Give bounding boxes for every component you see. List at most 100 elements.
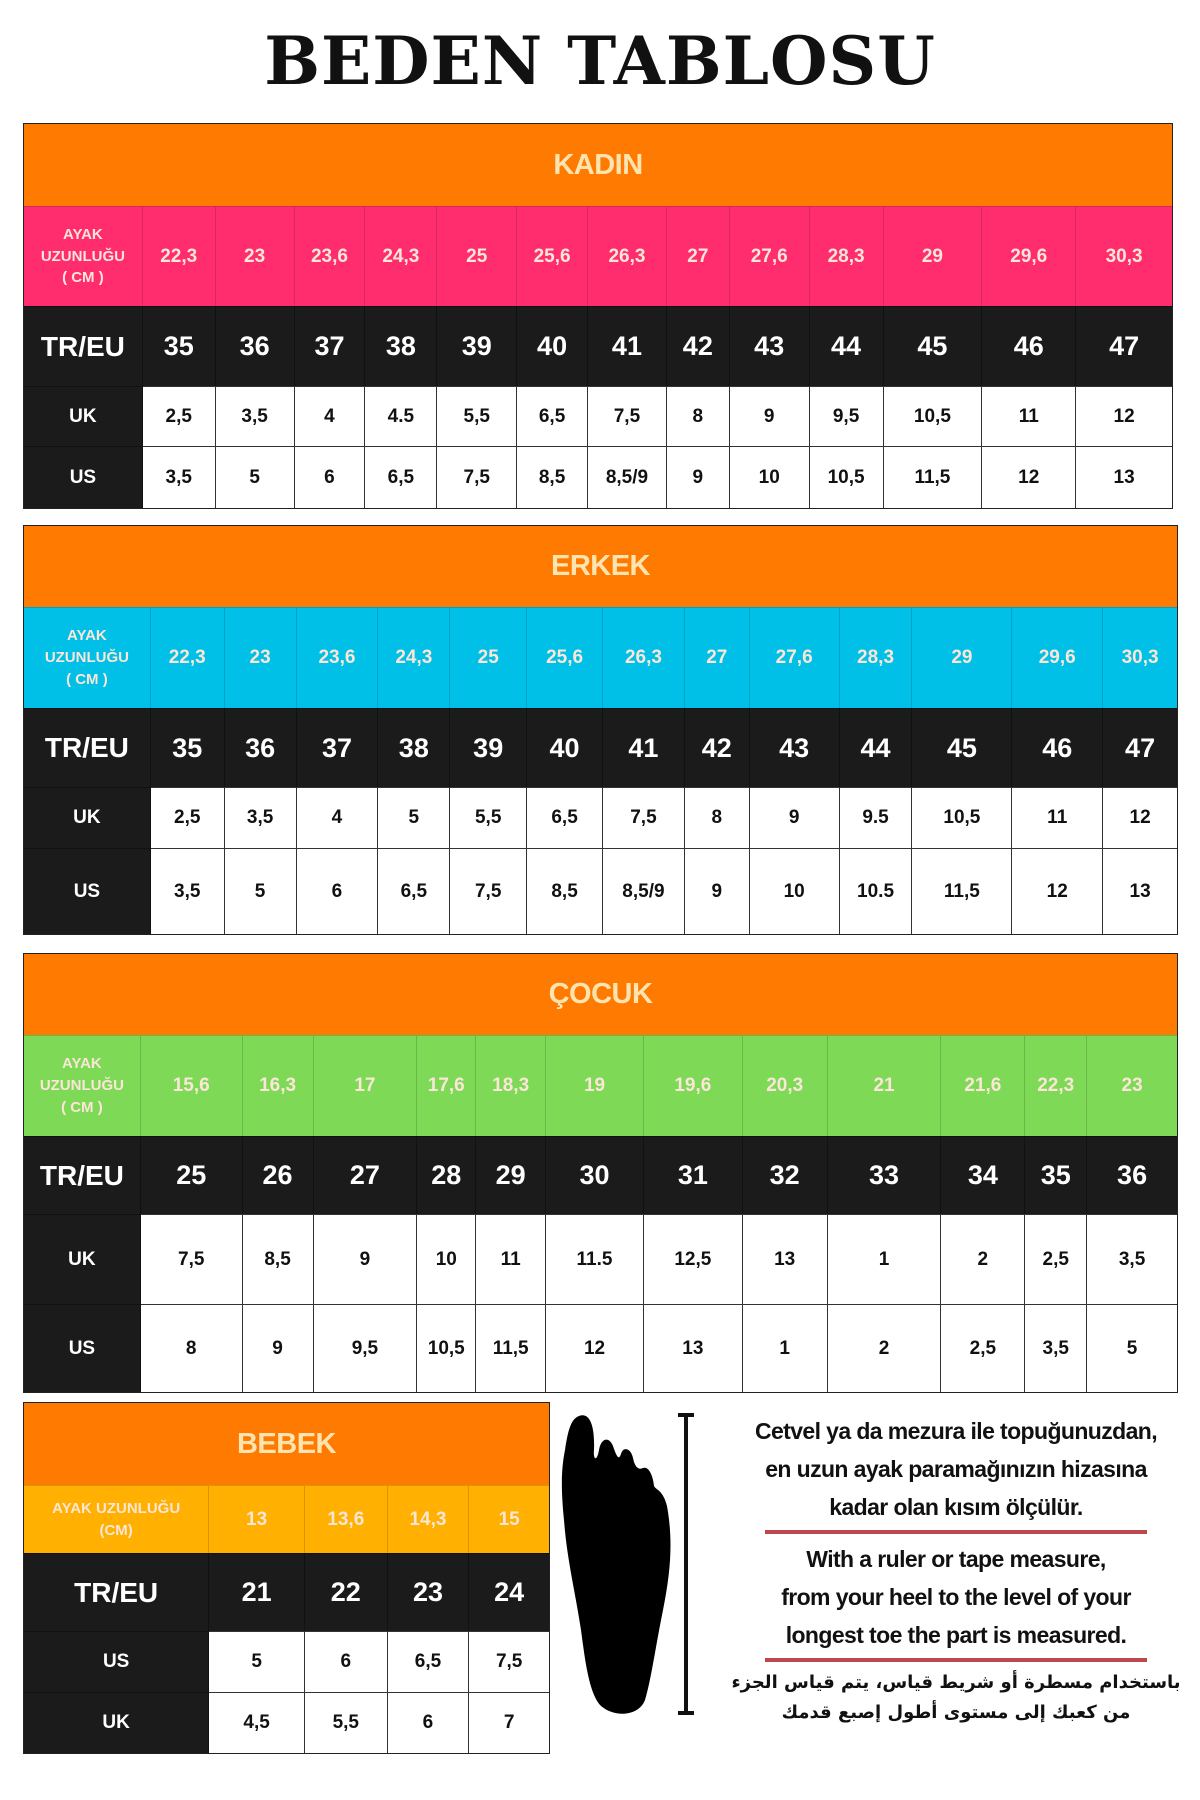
instruction-ar-line: باستخدام مسطرة أو شريط قياس، يتم قياس ال… — [731, 1672, 1181, 1693]
size-cell: 8 — [666, 386, 730, 446]
size-cell: 11,5 — [883, 446, 983, 508]
size-cell: 18,3 — [476, 1035, 547, 1136]
size-cell: 11 — [1012, 787, 1104, 848]
section-header: KADIN — [24, 124, 1172, 206]
size-cell: 11 — [476, 1214, 547, 1304]
size-cell: 8,5 — [517, 446, 589, 508]
size-cell: 12 — [982, 446, 1077, 508]
row-label: AYAK UZUNLUĞU (CM) — [24, 1485, 210, 1553]
size-cell: 7,5 — [450, 848, 528, 934]
instruction-ar-line: من كعبك إلى مستوى أطول إصبع قدمك — [781, 1702, 1131, 1723]
size-cell: 40 — [527, 708, 603, 787]
size-cell: 23 — [387, 1553, 470, 1631]
row-label: US — [24, 848, 151, 934]
size-cell: 26,3 — [603, 607, 685, 708]
size-cell: 27,6 — [729, 206, 810, 306]
table-row: UK 2,5 3,5 4 4.5 5,5 6,5 7,5 8 9 9,5 10,5 11 12 — [24, 386, 1172, 446]
table-row: AYAK UZUNLUĞU ( CM ) 22,3 23 23,6 24,3 25 25,6… — [24, 206, 1172, 306]
size-cell: 10,5 — [912, 787, 1013, 848]
instruction-tr-line: en uzun ayak paramağınızın hizasına — [765, 1456, 1147, 1482]
size-cell: 6,5 — [378, 848, 451, 934]
size-cell: 8 — [140, 1304, 243, 1392]
size-cell: 6 — [296, 848, 379, 934]
table-row: AYAK UZUNLUĞU ( CM ) 15,6 16,3 17 17,6 18,3 19… — [24, 1035, 1177, 1136]
section-header: BEBEK — [24, 1403, 549, 1485]
size-cell: 17 — [313, 1035, 418, 1136]
size-cell: 29 — [912, 607, 1013, 708]
size-cell: 5,5 — [304, 1692, 388, 1753]
size-cell: 29 — [476, 1136, 547, 1214]
size-cell: 11.5 — [546, 1214, 644, 1304]
size-cell: 5 — [378, 787, 451, 848]
size-cell: 9,5 — [313, 1304, 418, 1392]
size-cell: 23 — [224, 607, 297, 708]
size-cell: 23,6 — [296, 607, 379, 708]
instruction-en-line: With a ruler or tape measure, — [806, 1546, 1106, 1572]
size-table-kadin: KADIN AYAK UZUNLUĞU ( CM ) 22,3 23 23,6 24,3 2… — [23, 123, 1173, 509]
size-cell: 3,5 — [1087, 1214, 1177, 1304]
size-cell: 44 — [809, 306, 884, 386]
size-cell: 6 — [294, 446, 366, 508]
size-cell: 11,5 — [912, 848, 1013, 934]
section-header: ERKEK — [24, 526, 1177, 607]
table-row: AYAK UZUNLUĞU ( CM ) 22,3 23 23,6 24,3 25 25,6… — [24, 607, 1178, 708]
row-label: US — [24, 446, 143, 508]
size-cell: 23 — [215, 206, 295, 306]
divider — [765, 1530, 1147, 1534]
size-cell: 4.5 — [365, 386, 438, 446]
size-cell: 35 — [142, 306, 216, 386]
size-cell: 9 — [666, 446, 730, 508]
table-row: UK 4,5 5,5 6 7 — [24, 1692, 549, 1753]
size-cell: 2 — [827, 1304, 942, 1392]
size-cell: 25 — [450, 607, 528, 708]
instruction-ar: باستخدام مسطرة أو شريط قياس، يتم قياس ال… — [730, 1668, 1182, 1728]
table-row: UK 7,5 8,5 9 10 11 11.5 12,5 13 1 2 2,5 3,5 — [24, 1214, 1177, 1304]
size-cell: 11 — [982, 386, 1077, 446]
size-cell: 24,3 — [378, 607, 451, 708]
size-cell: 34 — [941, 1136, 1026, 1214]
size-cell: 21 — [209, 1553, 305, 1631]
size-cell: 4 — [296, 787, 379, 848]
size-cell: 11,5 — [476, 1304, 547, 1392]
size-cell: 26,3 — [588, 206, 667, 306]
size-cell: 28,3 — [839, 607, 913, 708]
size-cell: 12,5 — [643, 1214, 743, 1304]
size-cell: 7,5 — [140, 1214, 243, 1304]
row-label: TR/EU — [24, 1136, 141, 1214]
size-cell: 47 — [1103, 708, 1178, 787]
size-cell: 39 — [437, 306, 518, 386]
size-cell: 28,3 — [809, 206, 884, 306]
row-label: AYAK UZUNLUĞU ( CM ) — [24, 1035, 141, 1136]
size-cell: 29,6 — [982, 206, 1077, 306]
table-row: TR/EU 21 22 23 24 — [24, 1553, 549, 1631]
table-row: TR/EU 35 36 37 38 39 40 41 42 43 44 45 46 47 — [24, 708, 1178, 787]
size-cell: 9 — [313, 1214, 418, 1304]
row-label: AYAK UZUNLUĞU ( CM ) — [24, 607, 151, 708]
row-label: US — [24, 1631, 210, 1692]
instruction-en-line: longest toe the part is measured. — [785, 1622, 1127, 1648]
size-table-bebek: BEBEK AYAK UZUNLUĞU (CM) 13 13,6 14,3 15 TR/EU… — [23, 1402, 550, 1754]
size-cell: 37 — [296, 708, 379, 787]
size-cell: 42 — [684, 708, 750, 787]
size-cell: 3,5 — [215, 386, 295, 446]
size-cell: 15 — [469, 1485, 549, 1553]
size-cell: 32 — [742, 1136, 828, 1214]
page-title: BEDEN TABLOSU — [264, 22, 936, 100]
size-cell: 20,3 — [742, 1035, 828, 1136]
size-cell: 28 — [417, 1136, 477, 1214]
row-label: US — [24, 1304, 141, 1392]
size-cell: 3,5 — [150, 848, 225, 934]
size-cell: 25,6 — [527, 607, 603, 708]
size-cell: 2,5 — [142, 386, 216, 446]
table-row: US 8 9 9,5 10,5 11,5 12 13 1 2 2,5 3,5 5 — [24, 1304, 1177, 1392]
table-row: TR/EU 25 26 27 28 29 30 31 32 33 34 35 36 — [24, 1136, 1177, 1214]
size-cell: 5 — [215, 446, 295, 508]
size-cell: 15,6 — [140, 1035, 243, 1136]
size-cell: 29 — [883, 206, 983, 306]
row-label: UK — [24, 386, 143, 446]
row-label: AYAK UZUNLUĞU ( CM ) — [24, 206, 143, 306]
size-cell: 19,6 — [643, 1035, 743, 1136]
size-cell: 8,5 — [527, 848, 603, 934]
size-cell: 10 — [749, 848, 840, 934]
size-cell: 14,3 — [387, 1485, 470, 1553]
